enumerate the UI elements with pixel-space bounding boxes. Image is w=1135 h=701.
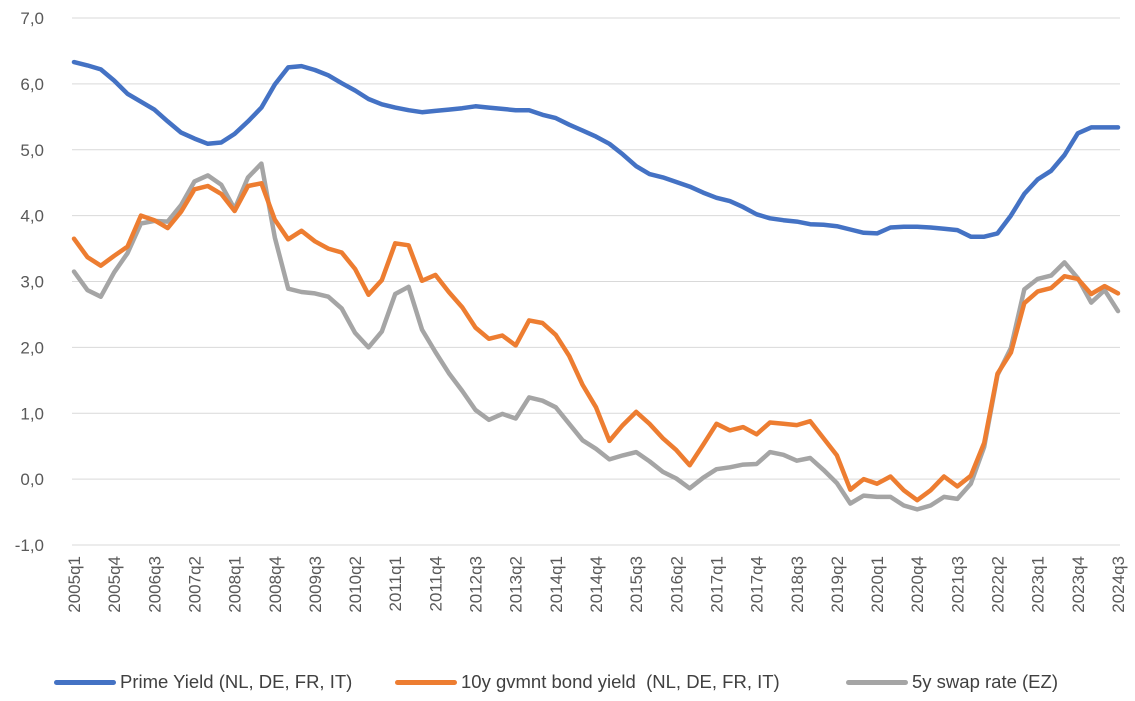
x-tick-label: 2009q3 [306,556,325,613]
line-chart: -1,00,01,02,03,04,05,06,07,0 2005q1 2005q… [15,9,1128,613]
series-line-2 [71,161,1121,512]
x-tick-label: 2005q1 [65,556,84,613]
legend-item-prime-yield: Prime Yield (NL, DE, FR, IT) [54,668,352,696]
x-tick-label: 2008q1 [226,556,245,613]
y-tick-label: 0,0 [20,470,44,489]
x-tick-label: 2015q3 [627,556,646,613]
legend-item-bond-yield: 10y gvmnt bond yield (NL, DE, FR, IT) [395,668,780,696]
x-tick-label: 2007q2 [185,556,204,613]
y-tick-label: 4,0 [20,207,44,226]
y-tick-label: 6,0 [20,75,44,94]
y-tick-label: 1,0 [20,404,44,423]
x-tick-label: 2005q4 [105,556,124,613]
gridlines [72,17,1120,546]
y-tick-label: 7,0 [20,9,44,28]
x-tick-label: 2020q1 [868,556,887,613]
legend: Prime Yield (NL, DE, FR, IT) 10y gvmnt b… [0,668,1135,698]
legend-swatch-swap-rate [846,679,908,685]
y-tick-label: 5,0 [20,141,44,160]
x-tick-label: 2016q2 [667,556,686,613]
legend-label-swap-rate: 5y swap rate (EZ) [912,671,1058,692]
y-tick-label: 3,0 [20,273,44,292]
series-lines [71,59,1121,512]
legend-label-prime-yield: Prime Yield (NL, DE, FR, IT) [120,671,353,692]
x-tick-label: 2024q3 [1109,556,1128,613]
x-tick-label: 2011q4 [426,556,445,611]
x-tick-label: 2011q1 [386,556,405,611]
legend-swatch-prime-yield [54,679,116,685]
x-tick-label: 2017q4 [748,556,767,613]
y-tick-label: -1,0 [15,536,44,555]
x-tick-label: 2019q2 [828,556,847,613]
x-tick-label: 2023q4 [1069,556,1088,613]
x-tick-label: 2021q3 [948,556,967,613]
x-tick-label: 2014q1 [547,556,566,613]
series-line-1 [71,181,1121,503]
x-axis-ticks: 2005q1 2005q4 2006q3 2007q2 2008q1 2008q4 2009… [65,556,1128,613]
x-tick-label: 2012q3 [467,556,486,613]
series-line-0 [71,59,1121,239]
x-tick-label: 2018q3 [788,556,807,613]
x-tick-label: 2010q2 [346,556,365,613]
x-tick-label: 2017q1 [707,556,726,613]
x-tick-label: 2023q1 [1029,556,1048,613]
x-tick-label: 2014q4 [587,556,606,613]
legend-item-swap-rate: 5y swap rate (EZ) [846,668,1058,696]
y-axis-ticks: -1,0 0,0 1,0 2,0 3,0 4,0 5,0 6,0 7,0 [15,9,44,555]
x-tick-label: 2008q4 [266,556,285,613]
x-tick-label: 2013q2 [507,556,526,613]
legend-label-bond-yield: 10y gvmnt bond yield (NL, DE, FR, IT) [461,671,780,692]
x-tick-label: 2022q2 [989,556,1008,613]
y-tick-label: 2,0 [20,338,44,357]
legend-swatch-bond-yield [395,679,457,685]
x-tick-label: 2006q3 [145,556,164,613]
x-tick-label: 2020q4 [908,556,927,613]
